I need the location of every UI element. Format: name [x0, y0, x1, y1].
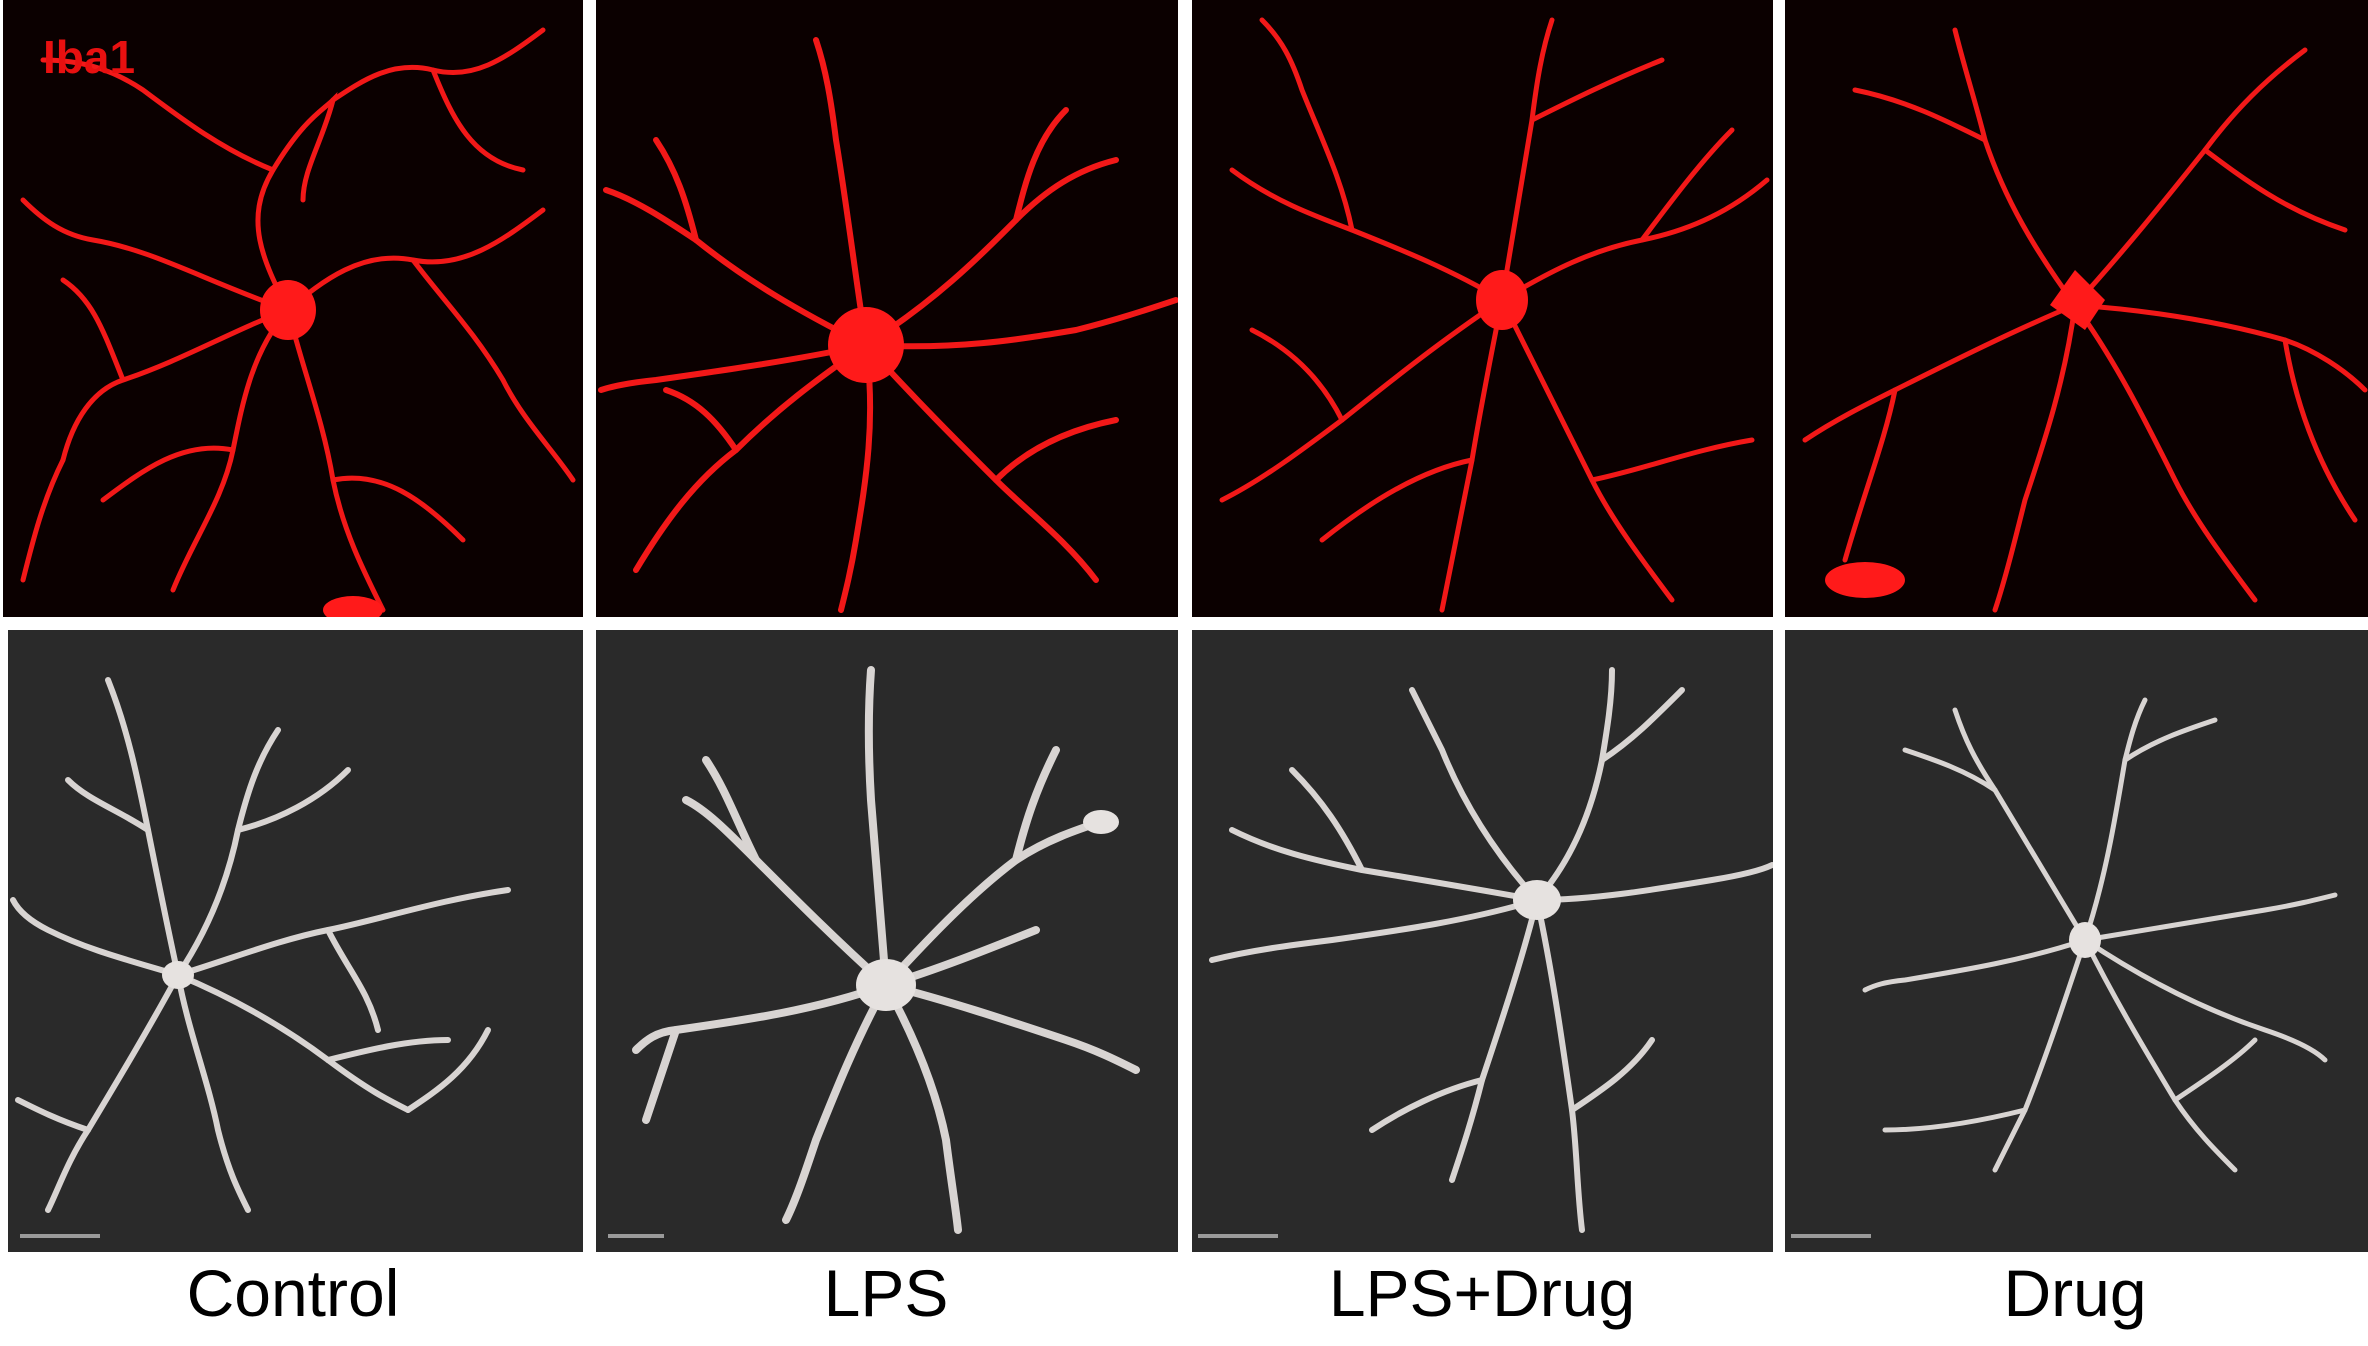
condition-label-lps: LPS [823, 1256, 949, 1330]
stain-image-lps [598, 37, 1178, 613]
stain-image-drug [1802, 27, 2368, 613]
scale-bar [608, 1234, 664, 1238]
condition-label-lps-drug: LPS+Drug [1328, 1256, 1636, 1330]
scale-bar [20, 1234, 100, 1238]
stain-panel-control: Iba1 [3, 0, 583, 617]
scale-bar [1791, 1234, 1871, 1238]
reconstruction-panel-control [8, 630, 583, 1252]
stain-panel-lps-drug [1192, 0, 1773, 617]
condition-label-control: Control [186, 1256, 400, 1330]
reconstruction-panel-lps-drug [1192, 630, 1773, 1252]
stain-image-lps-drug [1219, 17, 1770, 613]
condition-label-drug: Drug [2003, 1256, 2147, 1330]
reconstruction-image-drug [1862, 697, 2338, 1173]
stain-panel-lps [596, 0, 1178, 617]
reconstruction-image-lps-drug [1209, 667, 1773, 1233]
stain-image-control [20, 27, 576, 617]
stain-panel-drug [1785, 0, 2368, 617]
reconstruction-panel-drug [1785, 630, 2368, 1252]
reconstruction-panel-lps [596, 630, 1178, 1252]
reconstruction-image-lps [632, 666, 1140, 1234]
reconstruction-image-control [10, 677, 511, 1213]
scale-bar [1198, 1234, 1278, 1238]
iba1-marker-label: Iba1 [43, 31, 136, 83]
